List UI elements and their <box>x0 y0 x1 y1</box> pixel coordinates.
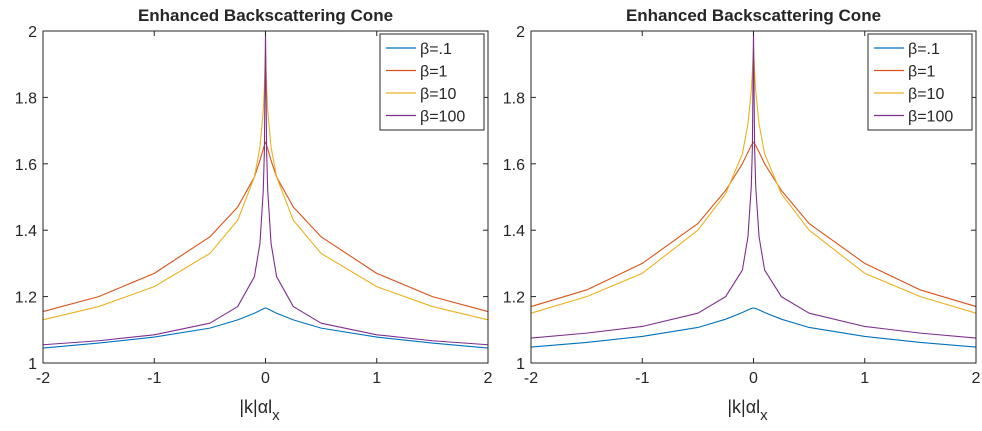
x-tick-label: 0 <box>261 370 270 387</box>
x-tick-label: 1 <box>372 370 381 387</box>
x-tick-label: 2 <box>484 370 493 387</box>
series-line-2 <box>530 141 977 308</box>
y-tick-label: 1.6 <box>503 157 525 174</box>
legend-label-3: β=10 <box>420 86 456 103</box>
x-axis-label: |k|αlx <box>727 397 768 424</box>
x-tick-label: 0 <box>749 370 758 387</box>
legend-label-3: β=10 <box>908 86 944 103</box>
legend-label-2: β=1 <box>908 64 936 81</box>
y-tick-label: 1.4 <box>503 223 525 240</box>
y-tick-label: 2 <box>28 24 37 41</box>
legend-box <box>867 33 973 131</box>
legend-label-1: β=.1 <box>420 41 452 58</box>
y-tick-label: 1.8 <box>503 90 525 107</box>
legend-label-4: β=100 <box>908 109 953 126</box>
x-tick-label: 2 <box>972 370 981 387</box>
x-tick-label: 1 <box>860 370 869 387</box>
series-line-1 <box>530 307 977 348</box>
x-tick-label: -2 <box>524 370 538 387</box>
series-line-1 <box>42 307 489 349</box>
legend-label-2: β=1 <box>420 64 448 81</box>
x-axis-label: |k|αlx <box>239 397 280 424</box>
x-tick-label: -1 <box>635 370 649 387</box>
y-tick-label: 1 <box>516 356 525 373</box>
y-tick-label: 1.2 <box>503 290 525 307</box>
chart-title: Enhanced Backscattering Cone <box>138 6 393 25</box>
legend-label-1: β=.1 <box>908 41 940 58</box>
chart-panel-1: -2 -1 0 1 2 1 1.2 1.4 1.6 1.8 2 Enhanced Backscatte… <box>15 6 493 424</box>
y-tick-label: 1.6 <box>15 157 37 174</box>
series-line-2 <box>42 141 489 313</box>
x-tick-label: -1 <box>147 370 161 387</box>
legend-box <box>379 33 485 131</box>
y-tick-label: 1.4 <box>15 223 37 240</box>
legend: β=.1 β=1 β=10 β=100 <box>867 33 973 131</box>
legend-label-4: β=100 <box>420 109 465 126</box>
y-tick-label: 1.8 <box>15 90 37 107</box>
x-tick-label: -2 <box>36 370 50 387</box>
y-tick-label: 1 <box>28 356 37 373</box>
legend: β=.1 β=1 β=10 β=100 <box>379 33 485 131</box>
chart-title: Enhanced Backscattering Cone <box>626 6 881 25</box>
y-tick-label: 1.2 <box>15 290 37 307</box>
chart-panel-2: -2 -1 0 1 2 1 1.2 1.4 1.6 1.8 2 Enhanced Backscatte… <box>503 6 981 424</box>
y-tick-label: 2 <box>516 24 525 41</box>
